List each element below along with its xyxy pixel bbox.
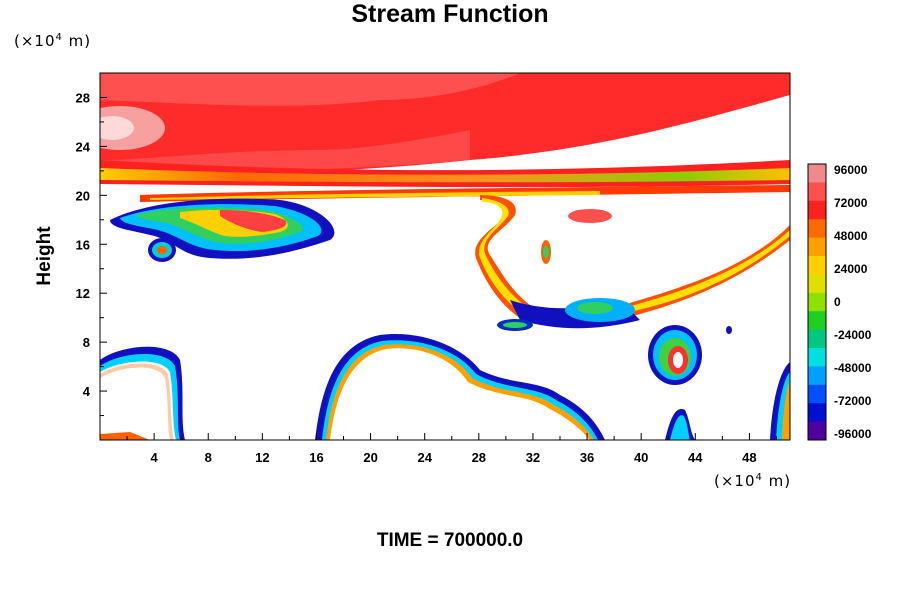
colorbar-label: 0	[834, 295, 841, 309]
y-tick-label: 20	[76, 188, 90, 203]
x-tick-label: 20	[363, 450, 377, 465]
colorbar-swatch	[808, 311, 826, 331]
colorbar-swatch	[808, 329, 826, 349]
colorbar-label: -96000	[834, 427, 872, 441]
colorbar-label: 72000	[834, 196, 868, 210]
y-tick-label: 24	[76, 139, 91, 154]
colorbar: 96000 72000 48000 24000 0 -24000 -48000 -72000 -…	[807, 163, 872, 441]
colorbar-frame	[807, 163, 827, 441]
colorbar-swatch	[808, 384, 826, 404]
colorbar-swatch	[808, 182, 826, 202]
colorbar-swatch	[808, 403, 826, 423]
x-tick-label: 36	[580, 450, 594, 465]
colorbar-label: 24000	[834, 262, 868, 276]
colorbar-label: -24000	[834, 328, 872, 342]
x-axis: 4 8 12 16 20 24 28 32 36 40 44 48	[126, 433, 777, 465]
stream-function-field	[100, 73, 790, 440]
colorbar-swatch	[808, 292, 826, 312]
colorbar-swatch	[808, 366, 826, 386]
x-axis-unit: (×104 m)	[714, 472, 792, 490]
colorbar-label: 48000	[834, 229, 868, 243]
y-tick-label: 16	[76, 237, 90, 252]
colorbar-swatch	[808, 200, 826, 220]
colorbar-swatch	[808, 219, 826, 239]
y-tick-label: 8	[83, 335, 90, 350]
colorbar-swatch	[808, 164, 826, 183]
time-footer: TIME = 700000.0	[376, 530, 524, 551]
colorbar-swatch	[808, 256, 826, 275]
y-tick-label: 28	[76, 90, 90, 105]
x-tick-label: 16	[309, 450, 323, 465]
x-tick-label: 8	[205, 450, 212, 465]
y-axis-label: Height	[34, 226, 55, 286]
x-tick-label: 48	[742, 450, 756, 465]
y-axis-unit: (×104 m)	[14, 32, 92, 50]
colorbar-label: 96000	[834, 163, 868, 177]
colorbar-swatch	[808, 237, 826, 257]
y-tick-label: 12	[76, 286, 90, 301]
x-tick-label: 28	[472, 450, 486, 465]
chart-title: Stream Function	[351, 0, 549, 28]
colorbar-swatch	[808, 274, 826, 294]
x-tick-label: 24	[417, 450, 432, 465]
x-tick-label: 12	[255, 450, 269, 465]
plot-frame	[99, 72, 791, 441]
colorbar-swatch	[808, 348, 826, 367]
x-tick-label: 40	[634, 450, 648, 465]
colorbar-label: -72000	[834, 394, 872, 408]
x-tick-label: 4	[151, 450, 159, 465]
colorbar-label: -48000	[834, 361, 872, 375]
colorbar-swatch	[808, 421, 826, 441]
x-tick-label: 32	[526, 450, 540, 465]
y-tick-label: 4	[83, 384, 91, 399]
y-axis: 4 8 12 16 20 24 28	[76, 90, 107, 417]
x-tick-label: 44	[688, 450, 703, 465]
